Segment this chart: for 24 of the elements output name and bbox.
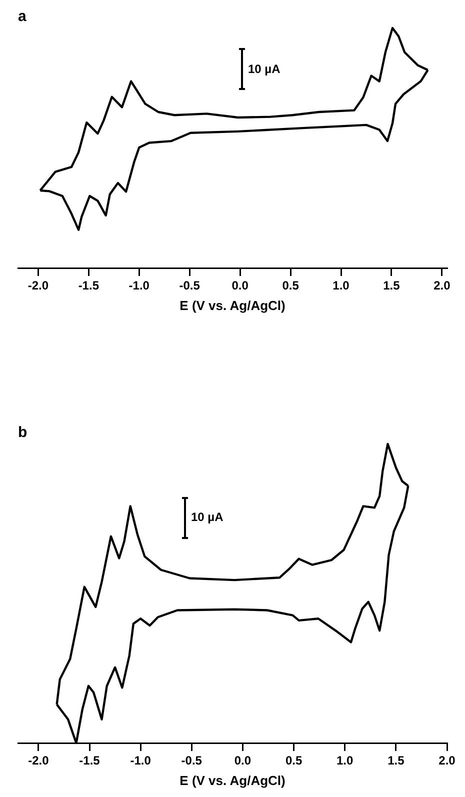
x-tick-label: -0.5 [181,754,202,768]
x-tick-label: -1.0 [128,278,150,293]
x-tick-label: 0.5 [285,754,302,768]
x-axis-title: E (V vs. Ag/AgCl) [180,772,286,788]
x-tick-label: -2.0 [28,754,50,768]
annotation: 10 µA [191,510,224,524]
annotation: 10 µA [248,62,280,76]
x-tick-label: 2.0 [434,278,451,293]
x-tick-label: 1.0 [336,754,354,768]
x-tick-label: -0.5 [179,278,200,293]
x-tick-label: 1.5 [388,754,405,768]
chart-title: a [18,8,27,26]
x-tick-label: -1.5 [79,754,100,768]
x-tick-label: -1.0 [130,754,152,768]
x-tick-label: 0.5 [282,278,300,293]
x-tick-label: 0.0 [232,278,249,293]
chart-title: b [18,424,28,442]
x-tick-label: 2.0 [438,754,456,768]
x-tick-label: 1.5 [383,278,400,293]
x-tick-label: -1.5 [78,278,100,293]
x-tick-label: 1.0 [332,278,350,293]
x-axis-title: E (V vs. Ag/AgCl) [180,298,286,313]
x-tick-label: -2.0 [28,278,49,293]
x-tick-label: 0.0 [234,754,252,768]
